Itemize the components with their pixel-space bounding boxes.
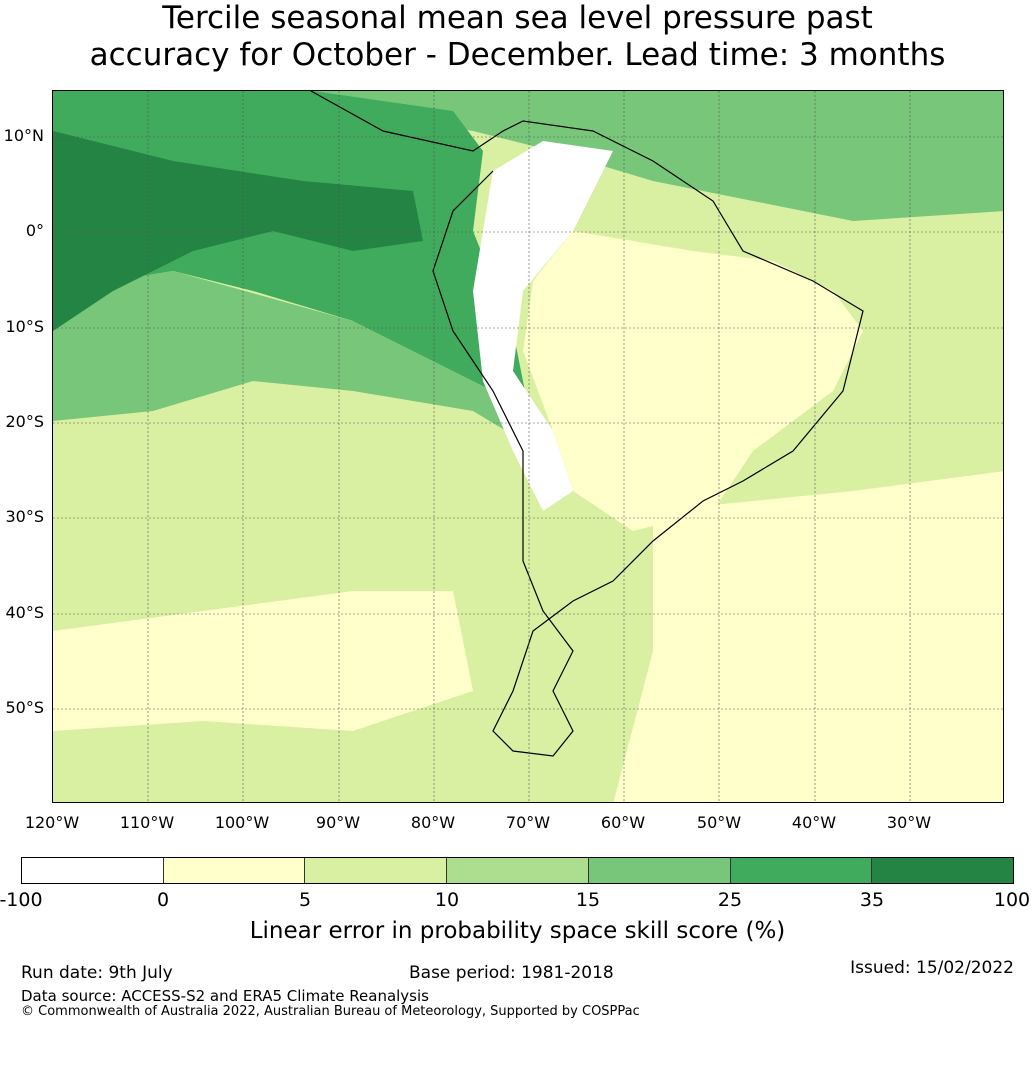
band-continent-5 [523,231,863,531]
colorbar-swatch [22,858,163,883]
lat-label: 10°S [5,317,44,336]
colorbar-swatch [446,858,588,883]
colorbar-tick: 10 [434,889,460,911]
colorbar-tick: 25 [717,889,743,911]
lat-label: 20°S [5,412,44,431]
colorbar [21,857,1014,884]
lon-label: 120°W [24,813,80,832]
run-date: Run date: 9th July [21,963,173,983]
map-canvas [53,91,1003,802]
lat-label: 10°N [3,126,44,145]
lat-label: 0° [25,221,44,240]
lon-label: 30°W [886,813,932,832]
title-line-2: accuracy for October - December. Lead ti… [89,37,946,73]
colorbar-swatch [587,858,730,883]
issued-date: Issued: 15/02/2022 [850,958,1014,978]
lon-label: 80°W [410,813,456,832]
lon-label: 100°W [214,813,270,832]
lat-label: 50°S [5,698,44,717]
title-line-1: Tercile seasonal mean sea level pressure… [162,0,873,36]
colorbar-tick: 5 [298,889,312,911]
colorbar-tick: -100 [0,889,43,911]
colorbar-tick: 15 [575,889,601,911]
lon-label: 40°W [791,813,837,832]
colorbar-label: Linear error in probability space skill … [249,918,786,944]
band-east-5 [613,471,1003,802]
lat-label: 30°S [5,507,44,526]
lon-label: 60°W [600,813,646,832]
colorbar-swatch [871,858,1014,883]
band-northern-ocean [53,91,1003,221]
data-source: Data source: ACCESS-S2 and ERA5 Climate … [21,987,429,1005]
colorbar-swatch [162,858,305,883]
base-period: Base period: 1981-2018 [409,963,614,983]
south-america-coastline [310,91,864,757]
lon-label: 70°W [505,813,551,832]
skill-score-map [52,90,1004,803]
map-title: Tercile seasonal mean sea level pressure… [0,0,1035,74]
lon-label: 50°W [696,813,742,832]
colorbar-swatch [729,858,872,883]
colorbar-tick: 100 [993,889,1031,911]
band-south-5 [53,591,473,731]
copyright: © Commonwealth of Australia 2022, Austra… [21,1004,640,1019]
lon-label: 90°W [315,813,361,832]
band-andes-white [473,141,613,511]
graticule [53,91,1003,802]
lat-label: 40°S [5,603,44,622]
band-pacific-25 [53,271,523,441]
lon-label: 110°W [119,813,175,832]
colorbar-tick: 35 [859,889,885,911]
colorbar-tick: 0 [156,889,170,911]
colorbar-swatch [304,858,447,883]
band-pacific-100 [53,131,423,331]
